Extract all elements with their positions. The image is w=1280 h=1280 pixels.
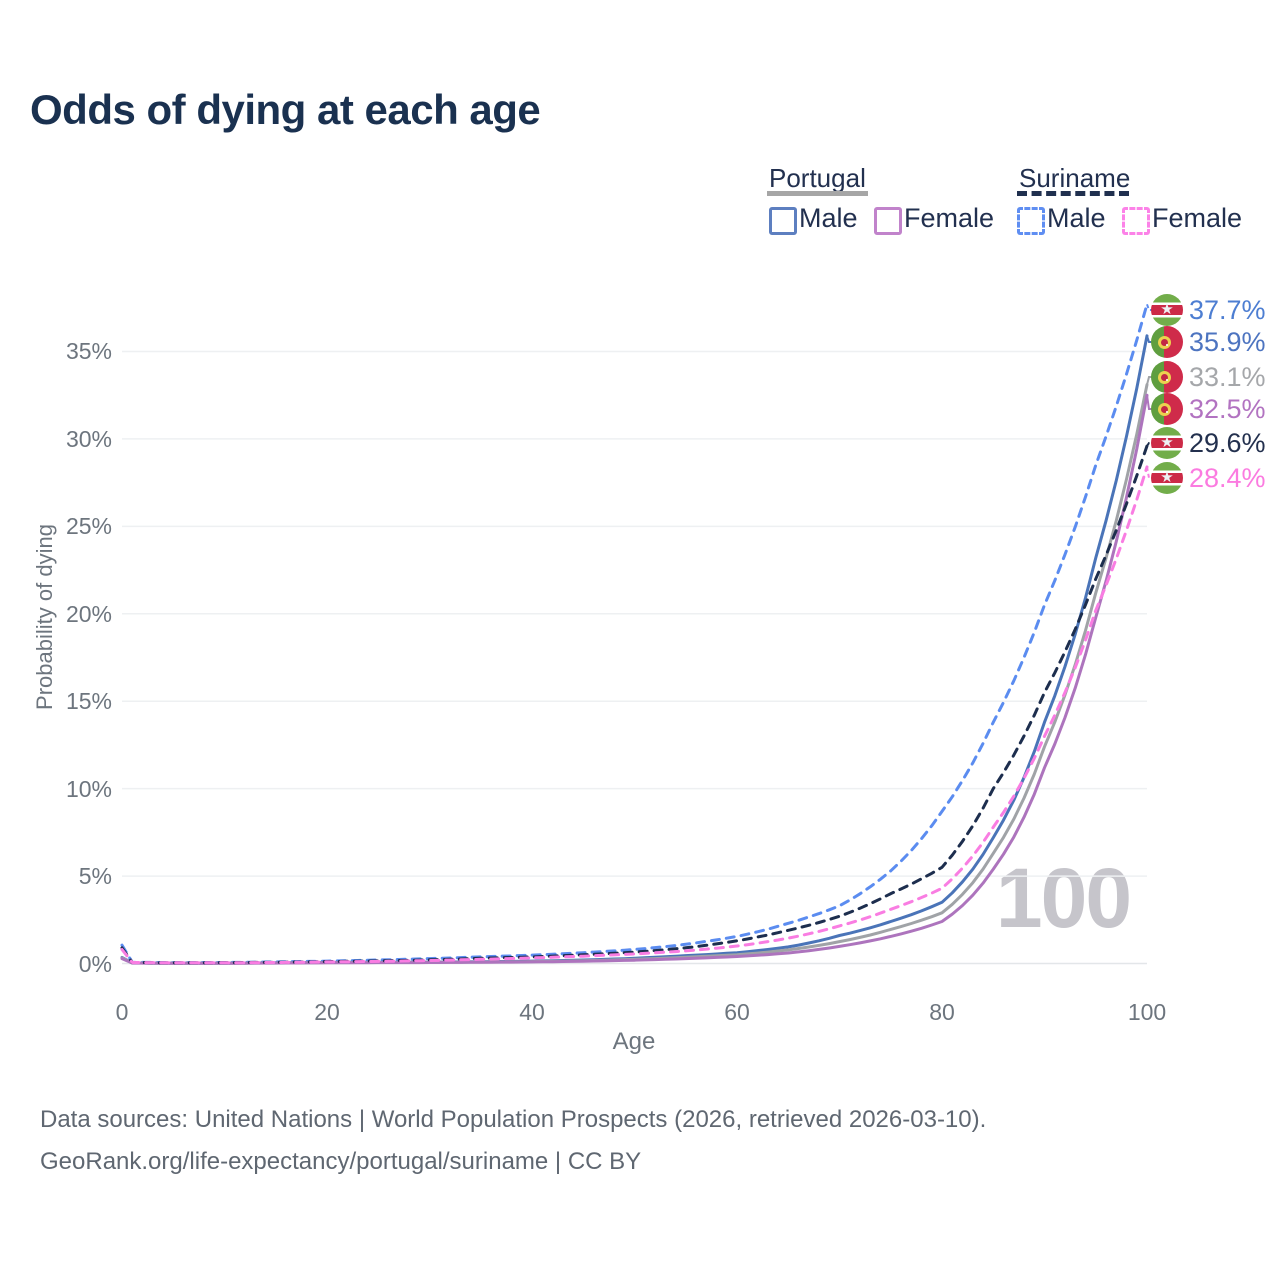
legend-item-suriname-male[interactable]: Male (1047, 203, 1106, 233)
flag-emblem-core (1160, 405, 1168, 413)
page-title: Odds of dying at each age (30, 86, 541, 133)
y-tick: 20% (65, 601, 112, 627)
legend-item-portugal-male[interactable]: Male (799, 203, 858, 233)
x-tick: 0 (115, 999, 129, 1025)
y-tick: 15% (65, 688, 112, 714)
end-label-value: 33.1% (1189, 362, 1266, 392)
end-label-row: 32.5% (1151, 393, 1266, 425)
legend-item-portugal-female[interactable]: Female (904, 203, 995, 233)
end-label-row: ★ 29.6% (1151, 427, 1266, 459)
portugal-flag-icon (1151, 326, 1183, 358)
x-tick: 20 (314, 999, 340, 1025)
end-label-row: 33.1% (1151, 361, 1266, 393)
legend-country-suriname: Suriname (1019, 163, 1131, 193)
y-tick: 5% (78, 863, 112, 889)
flag-emblem (1157, 335, 1171, 349)
end-label-value: 35.9% (1189, 327, 1266, 357)
y-tick: 10% (65, 776, 112, 802)
series-line-suriname-total[interactable] (120, 444, 1149, 965)
end-label-connector (1146, 442, 1153, 447)
flag-emblem-core (1160, 373, 1168, 381)
end-label-connector (1146, 466, 1153, 479)
suriname-flag-icon: ★ (1151, 462, 1183, 494)
flag-emblem-dot (1166, 411, 1168, 413)
x-tick: 100 (1127, 999, 1167, 1025)
legend-swatch-suriname-male[interactable] (1017, 207, 1045, 235)
footer-url[interactable]: GeoRank.org/life-expectancy/portugal/sur… (40, 1148, 642, 1175)
y-tick: 30% (65, 426, 112, 452)
suriname-flag-icon: ★ (1151, 294, 1183, 326)
y-tick: 0% (78, 951, 112, 977)
series-line-portugal-female[interactable] (120, 393, 1149, 965)
legend-item-suriname-female[interactable]: Female (1152, 203, 1243, 233)
end-label-value: 32.5% (1189, 394, 1266, 424)
legend-country-portugal: Portugal (769, 163, 866, 193)
end-label-value: 37.7% (1189, 295, 1266, 325)
series-line-suriname-female[interactable] (120, 465, 1149, 965)
flag-emblem (1157, 402, 1171, 416)
end-label-row: 35.9% (1151, 326, 1266, 358)
end-label-row: ★ 37.7% (1151, 294, 1266, 326)
flag-star: ★ (1160, 434, 1174, 451)
end-label-row: ★ 28.4% (1151, 462, 1266, 494)
legend-swatch-portugal-male[interactable] (769, 207, 797, 235)
flag-emblem-dot (1166, 379, 1168, 381)
watermark-age: 100 (995, 851, 1132, 945)
x-axis-label: Age (612, 1028, 656, 1055)
flag-star: ★ (1160, 301, 1174, 318)
series-line-suriname-male[interactable] (120, 302, 1149, 965)
x-tick: 60 (724, 999, 750, 1025)
end-label-value: 29.6% (1189, 428, 1266, 458)
suriname-flag-icon: ★ (1151, 427, 1183, 459)
end-label-value: 28.4% (1189, 463, 1266, 493)
portugal-flag-icon (1151, 361, 1183, 393)
x-tick: 80 (929, 999, 955, 1025)
legend-underline-portugal (767, 191, 868, 196)
x-tick: 40 (519, 999, 545, 1025)
flag-emblem (1157, 370, 1171, 384)
legend-swatch-portugal-female[interactable] (874, 207, 902, 235)
flag-star: ★ (1160, 469, 1174, 486)
legend-swatch-suriname-female[interactable] (1122, 207, 1150, 235)
y-tick: 35% (65, 338, 112, 364)
y-tick: 25% (65, 513, 112, 539)
portugal-flag-icon (1151, 393, 1183, 425)
legend-underline-suriname (1017, 191, 1129, 196)
footer-sources: Data sources: United Nations | World Pop… (40, 1106, 987, 1133)
flag-emblem-dot (1166, 344, 1168, 346)
flag-emblem-core (1160, 338, 1168, 346)
